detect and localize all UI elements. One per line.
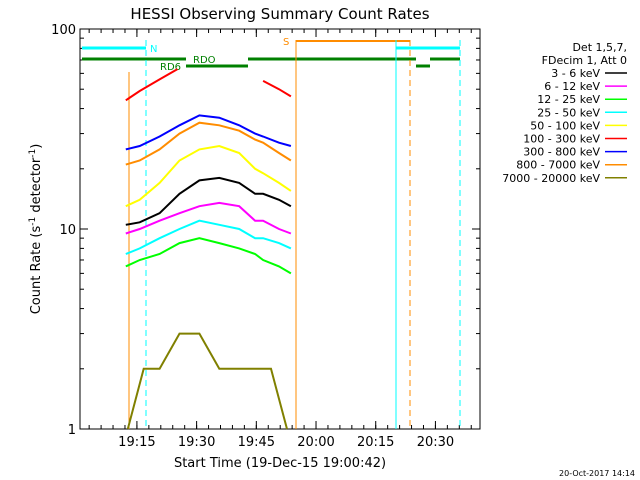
timestamp: 20-Oct-2017 14:14 bbox=[559, 469, 635, 478]
series-line-5-1 bbox=[262, 80, 292, 98]
legend-label: 6 - 12 keV bbox=[544, 80, 600, 93]
x-tick-label: 19:15 bbox=[118, 435, 155, 450]
state-bars: N RDO RD6 S bbox=[82, 37, 461, 429]
y-axis-label-sup2: -1 bbox=[28, 149, 38, 158]
series-line-1-0 bbox=[125, 201, 292, 235]
y-tick-label: 100 bbox=[51, 23, 76, 38]
legend-label: 12 - 25 keV bbox=[537, 93, 600, 106]
annotation-rd6: RD6 bbox=[160, 62, 181, 73]
y-axis-label: Count Rate (s-1 detector-1) bbox=[28, 144, 44, 315]
legend-label: 50 - 100 keV bbox=[530, 119, 600, 132]
legend-label: 300 - 800 keV bbox=[523, 146, 600, 159]
legend-label: 7000 - 20000 keV bbox=[502, 172, 600, 185]
series-line-5-0 bbox=[125, 68, 178, 102]
y-axis-label-close: ) bbox=[29, 144, 44, 149]
series-line-4-0 bbox=[125, 144, 292, 208]
series-line-7-0 bbox=[125, 121, 292, 166]
x-tick-label: 20:00 bbox=[297, 435, 334, 450]
y-tick-label: 10 bbox=[59, 223, 76, 238]
legend-label: 100 - 300 keV bbox=[523, 133, 600, 146]
annotation-rdo: RDO bbox=[193, 55, 216, 66]
legend-label: 25 - 50 keV bbox=[537, 106, 600, 119]
chart-title: HESSI Observing Summary Count Rates bbox=[130, 5, 429, 23]
annotation-n: N bbox=[150, 44, 157, 55]
y-axis-label-main: Count Rate (s bbox=[29, 226, 44, 315]
series-group bbox=[125, 68, 292, 430]
annotation-s: S bbox=[283, 37, 289, 48]
legend-label: 800 - 7000 keV bbox=[516, 159, 600, 172]
x-axis-label: Start Time (19-Dec-15 19:00:42) bbox=[174, 456, 386, 471]
series-line-2-0 bbox=[125, 237, 292, 275]
series-line-3-0 bbox=[125, 219, 292, 255]
x-tick-label: 20:15 bbox=[357, 435, 394, 450]
legend-label: 3 - 6 keV bbox=[551, 67, 600, 80]
x-tick-label: 20:30 bbox=[417, 435, 454, 450]
series-line-0-0 bbox=[125, 176, 292, 226]
series-line-8-0 bbox=[126, 332, 288, 430]
x-tick-label: 19:30 bbox=[178, 435, 215, 450]
y-axis-label-sup: -1 bbox=[28, 217, 38, 226]
y-axis-ticks: 1 10 100 bbox=[51, 23, 480, 438]
legend-header-1: Det 1,5,7, bbox=[572, 41, 627, 54]
legend-header-2: FDecim 1, Att 0 bbox=[542, 54, 627, 67]
x-tick-label: 19:45 bbox=[238, 435, 275, 450]
y-axis-label-tail: detector bbox=[29, 157, 44, 217]
series-line-6-0 bbox=[125, 114, 292, 151]
y-tick-label: 1 bbox=[68, 423, 76, 438]
x-axis-ticks: 19:15 19:30 19:45 20:00 20:15 20:30 bbox=[88, 29, 472, 450]
